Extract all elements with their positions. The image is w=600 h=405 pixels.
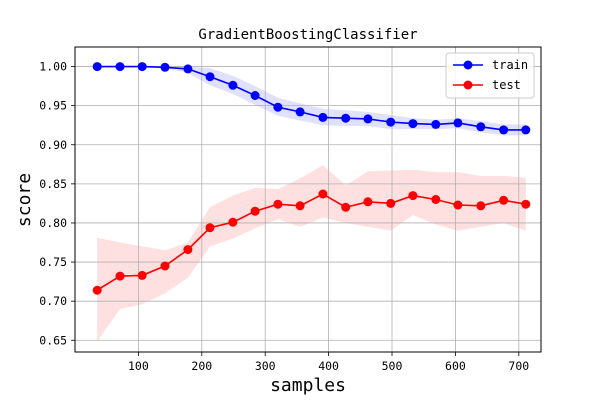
- x-tick-label: 400: [318, 359, 339, 373]
- data-point-train: [476, 122, 486, 132]
- legend-test-marker: [463, 80, 473, 90]
- data-point-test: [476, 201, 486, 211]
- x-tick-label: 100: [128, 359, 149, 373]
- data-point-test: [386, 198, 396, 208]
- x-tick-label: 600: [445, 359, 466, 373]
- y-tick-label: 0.70: [39, 294, 67, 308]
- plot-frame: [74, 46, 542, 353]
- y-tick-label: 0.80: [39, 216, 67, 230]
- x-tick-label: 700: [508, 359, 529, 373]
- data-point-train: [295, 107, 305, 117]
- x-tick-label: 200: [191, 359, 212, 373]
- data-point-train: [160, 62, 170, 72]
- data-point-train: [386, 117, 396, 127]
- data-point-test: [137, 270, 147, 280]
- y-axis-label: score: [14, 173, 35, 227]
- series-points: [92, 62, 531, 295]
- legend-train-marker: [463, 60, 473, 70]
- data-point-test: [205, 223, 215, 233]
- data-point-test: [499, 195, 509, 205]
- y-tick-label: 0.90: [39, 138, 67, 152]
- data-point-train: [205, 72, 215, 82]
- data-point-train: [318, 112, 328, 122]
- chart-title: GradientBoostingClassifier: [198, 27, 417, 43]
- data-point-train: [115, 62, 125, 72]
- data-point-test: [408, 191, 418, 201]
- x-tick-label: 500: [382, 359, 403, 373]
- data-point-train: [408, 119, 418, 129]
- data-point-train: [137, 62, 147, 72]
- data-point-test: [453, 200, 463, 210]
- data-point-train: [431, 119, 441, 129]
- data-point-test: [160, 261, 170, 271]
- data-point-test: [431, 195, 441, 204]
- y-axis-ticks: 0.65 0.70 0.75 0.80 0.85 0.90 0.95 1.00: [39, 60, 75, 347]
- data-point-train: [521, 125, 531, 135]
- data-point-test: [363, 197, 373, 207]
- data-point-train: [363, 114, 373, 124]
- data-point-test: [183, 245, 193, 255]
- data-point-test: [521, 199, 531, 209]
- y-tick-label: 0.85: [39, 177, 67, 191]
- legend-train-label: train: [492, 58, 528, 72]
- band-test: [97, 165, 526, 342]
- data-point-test: [250, 206, 260, 216]
- data-point-train: [453, 118, 463, 128]
- data-point-test: [295, 201, 305, 211]
- y-tick-label: 1.00: [39, 60, 67, 74]
- data-point-test: [92, 285, 102, 295]
- y-tick-label: 0.75: [39, 255, 67, 269]
- data-point-train: [499, 125, 509, 135]
- legend: train test: [445, 52, 535, 99]
- x-axis-label: samples: [270, 375, 346, 396]
- data-point-test: [273, 199, 283, 209]
- data-point-train: [250, 91, 260, 100]
- data-point-test: [318, 189, 328, 199]
- data-point-test: [228, 217, 238, 227]
- data-point-train: [341, 113, 351, 123]
- data-point-test: [341, 202, 351, 212]
- data-point-train: [273, 102, 283, 112]
- legend-test-label: test: [492, 78, 521, 92]
- x-tick-label: 300: [255, 359, 276, 373]
- y-tick-label: 0.95: [39, 99, 67, 113]
- data-point-test: [115, 271, 125, 281]
- data-point-train: [92, 62, 102, 72]
- x-axis-ticks: 100 200 300 400 500 600 700: [128, 352, 529, 373]
- data-point-train: [183, 64, 193, 74]
- y-tick-label: 0.65: [39, 333, 67, 347]
- data-point-train: [228, 80, 238, 90]
